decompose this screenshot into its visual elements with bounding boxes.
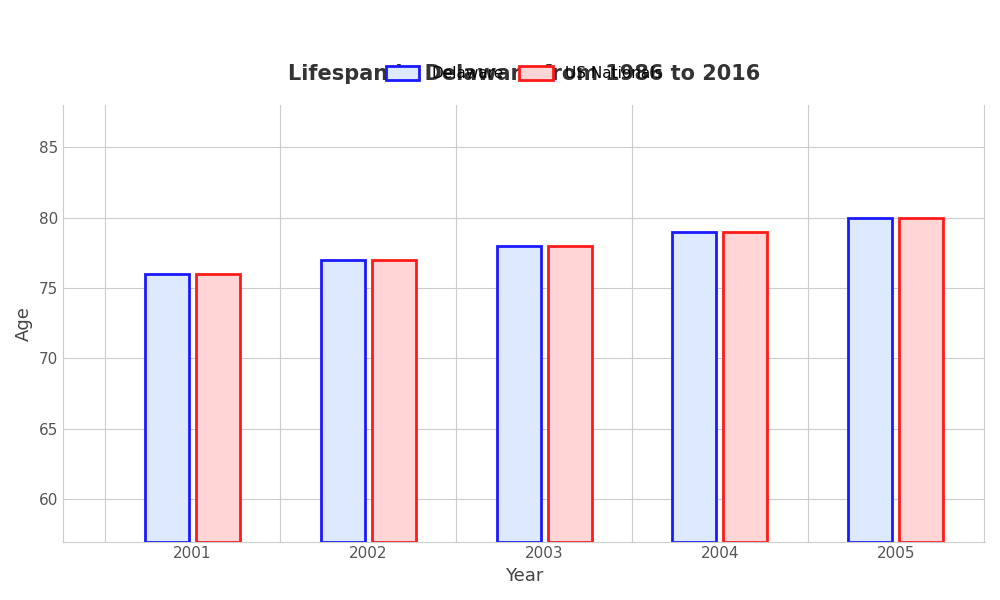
Bar — [145, 274, 189, 542]
Y-axis label: Age: Age — [15, 306, 33, 341]
Bar — [321, 260, 365, 542]
Bar — [196, 274, 240, 542]
Bar — [899, 218, 943, 542]
Bar — [372, 260, 416, 542]
Bar — [548, 245, 592, 542]
Title: Lifespan in Delaware from 1986 to 2016: Lifespan in Delaware from 1986 to 2016 — [288, 64, 760, 84]
Legend: Delaware, US Nationals: Delaware, US Nationals — [379, 60, 668, 88]
Bar — [497, 245, 541, 542]
Bar — [672, 232, 716, 542]
Bar — [723, 232, 767, 542]
Bar — [848, 218, 892, 542]
X-axis label: Year: Year — [505, 567, 543, 585]
